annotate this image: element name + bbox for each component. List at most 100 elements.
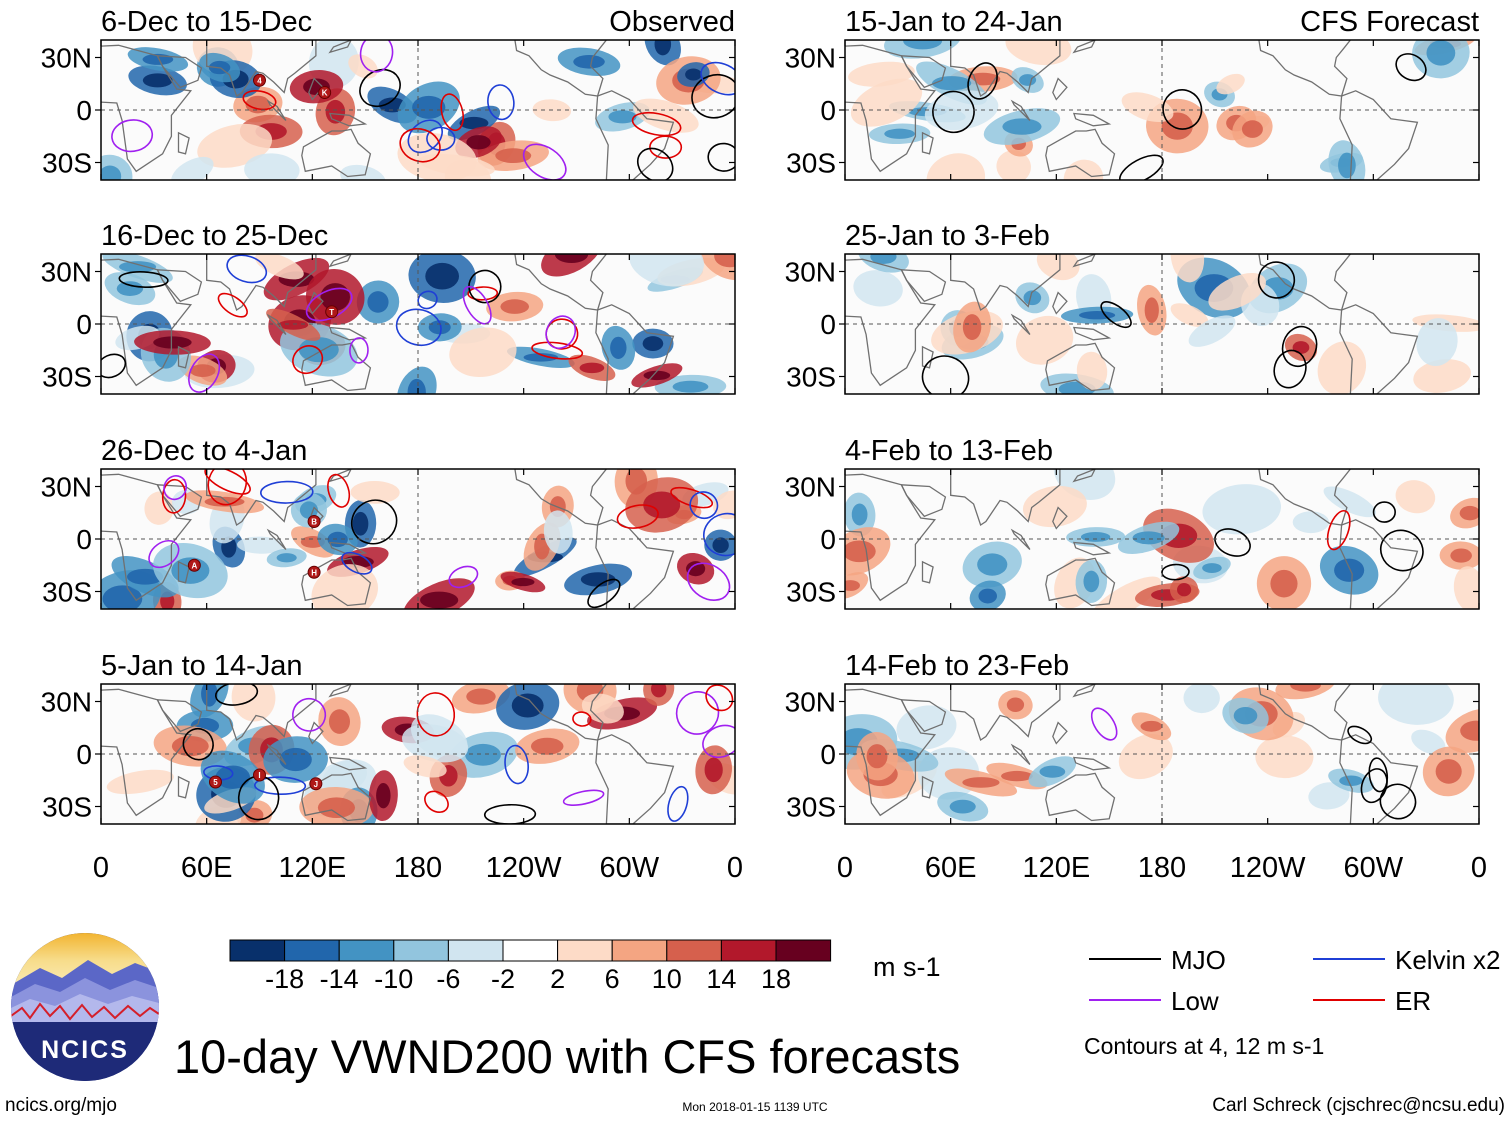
anomaly-region (1022, 485, 1087, 528)
x-tick-label: 60W (1344, 852, 1404, 884)
legend-label: MJO (1171, 945, 1226, 975)
coastline (328, 684, 352, 698)
anomaly-region (1216, 73, 1245, 95)
coastline (921, 560, 934, 584)
colorbar-tick-label: -2 (491, 964, 515, 994)
anomaly-core (1339, 775, 1363, 787)
coastline (950, 469, 1061, 527)
colorbar: -18 -14 -10 -6 -2 2 6 10 14 18 m s-1 (229, 939, 941, 994)
anomaly-region (713, 490, 735, 520)
colorbar-box (666, 939, 722, 962)
anomaly-region (926, 153, 986, 180)
y-tick-label: 30N (785, 43, 836, 74)
low-contour (462, 285, 492, 325)
er-contour (424, 790, 449, 813)
anomaly-region (197, 123, 273, 168)
y-tick-label: 30S (42, 148, 92, 179)
coastline (1010, 99, 1031, 121)
panel-title: 26-Dec to 4-Jan (101, 435, 307, 467)
anomaly-core (1334, 558, 1365, 582)
y-tick-label: 30S (786, 362, 836, 393)
anomaly-core (1083, 570, 1100, 593)
anomaly-core (579, 362, 605, 374)
anomaly-region (1208, 273, 1266, 311)
anomaly-region (350, 480, 400, 504)
anomaly-core (407, 378, 426, 394)
contour-note: Contours at 4, 12 m s-1 (1084, 1033, 1324, 1059)
anomaly-region (1118, 734, 1173, 780)
anomaly-region (1170, 254, 1205, 283)
mjo-contour (118, 271, 169, 288)
anomaly-core (523, 353, 559, 362)
panel-title: 14-Feb to 23-Feb (845, 650, 1069, 682)
colorbar-box (393, 939, 449, 962)
anomaly-core (712, 537, 729, 554)
colorbar-tick-label: 10 (652, 964, 682, 994)
coastline (1258, 469, 1352, 526)
anomaly-core (530, 737, 564, 755)
anomaly-core (870, 254, 897, 264)
cyclone-label: H (311, 568, 317, 577)
anomaly-core (500, 299, 530, 314)
colorbar-tick-label: -10 (374, 964, 413, 994)
coastline (514, 254, 608, 311)
coastline (206, 40, 317, 98)
anomaly-region (1416, 318, 1458, 367)
timestamp: Mon 2018-01-15 1139 UTC (682, 1100, 828, 1114)
cyclone-marker: T (325, 305, 339, 319)
kelvin-contour (260, 480, 314, 504)
anomaly-region (311, 564, 379, 609)
x-tick-label: 0 (93, 852, 109, 884)
mjo-contour (1162, 89, 1203, 130)
mjo-contour (359, 68, 401, 108)
anomaly-region (1170, 303, 1209, 328)
anomaly-core (215, 765, 251, 789)
coastline (1258, 40, 1352, 97)
coastline (950, 40, 1061, 98)
colorbar-box (338, 939, 395, 962)
anomaly-core (714, 254, 735, 268)
anomaly-core (189, 364, 216, 378)
anomaly-region (1317, 341, 1367, 394)
anomaly-core (1177, 583, 1192, 597)
anomaly-core (704, 757, 723, 783)
author-credit: Carl Schreck (cjschrec@ncsu.edu) (1212, 1095, 1505, 1116)
anomaly-region (1183, 684, 1220, 714)
y-tick-label: 30N (41, 43, 92, 74)
mjo-contour (1273, 349, 1307, 389)
site-url[interactable]: ncics.org/mjo (5, 1095, 117, 1116)
coastline (950, 254, 1061, 312)
anomaly-region (1202, 484, 1282, 535)
kelvin-contour (487, 84, 515, 121)
anomaly-region (543, 510, 573, 554)
mjo-contour (707, 142, 735, 172)
anomaly-core (580, 572, 616, 587)
low-contour (292, 697, 327, 732)
anomaly-core (866, 744, 888, 769)
panel-title: 4-Feb to 13-Feb (845, 435, 1053, 467)
y-tick-label: 30S (786, 792, 836, 823)
anomaly-core (903, 40, 943, 50)
colorbar-units: m s-1 (873, 952, 941, 982)
colorbar-boxes (229, 939, 832, 962)
coastline (1072, 112, 1112, 127)
anomaly-region (996, 150, 1031, 180)
panel-title: 15-Jan to 24-Jan (845, 6, 1063, 38)
x-tick-label: 120E (1022, 852, 1090, 884)
anomaly-region (1005, 40, 1072, 66)
coastline (595, 304, 675, 394)
anomaly-core (201, 684, 218, 707)
mjo-contour (1395, 53, 1427, 82)
colorbar-tick-label: -18 (265, 964, 304, 994)
colorbar-box (284, 939, 340, 962)
anomaly-core (1002, 118, 1042, 135)
kelvin-contour (667, 785, 689, 822)
y-tick-label: 30N (785, 257, 836, 288)
anomaly-core (1202, 563, 1222, 573)
anomaly-core (412, 95, 446, 119)
colorbar-tick-label: 2 (550, 964, 565, 994)
low-contour (111, 119, 154, 153)
er-contour (217, 292, 248, 318)
anomaly-core (845, 580, 860, 591)
